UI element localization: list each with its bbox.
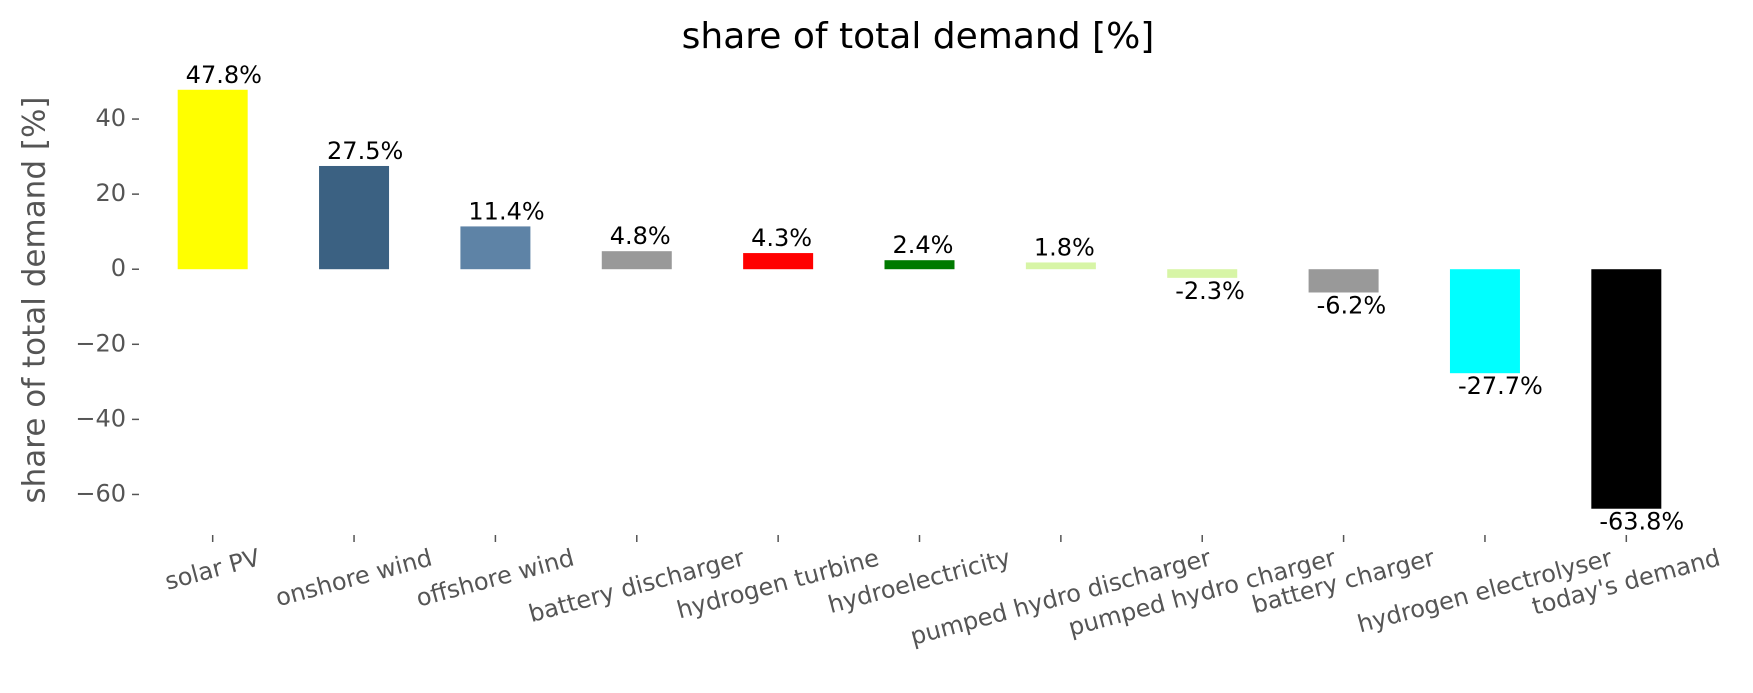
- bar: [1591, 269, 1662, 509]
- y-tick-label: 20: [95, 179, 126, 207]
- bar: [1025, 262, 1096, 270]
- bar: [601, 251, 672, 270]
- bar: [1449, 269, 1520, 374]
- bar: [460, 226, 531, 270]
- value-label: 27.5%: [327, 137, 403, 165]
- value-label: -6.2%: [1317, 291, 1387, 319]
- value-label: -27.7%: [1458, 372, 1543, 400]
- value-label: 11.4%: [468, 197, 544, 225]
- y-tick-label: 0: [111, 254, 126, 282]
- y-axis-label: share of total demand [%]: [17, 96, 53, 503]
- value-label: 2.4%: [893, 231, 954, 259]
- y-tick-label: −40: [75, 404, 126, 432]
- bar: [884, 260, 955, 270]
- x-tick-label: solar PV: [162, 543, 263, 595]
- y-tick-label: 40: [95, 104, 126, 132]
- value-label: 4.3%: [751, 224, 812, 252]
- y-tick-label: −20: [75, 329, 126, 357]
- x-tick-label: onshore wind: [273, 544, 436, 613]
- value-label: 47.8%: [186, 61, 262, 89]
- bar: [1167, 269, 1238, 278]
- value-label: 4.8%: [610, 222, 671, 250]
- value-label: -63.8%: [1599, 508, 1684, 536]
- bar: [743, 253, 814, 270]
- value-label: 1.8%: [1034, 233, 1095, 261]
- chart-title: share of total demand [%]: [682, 16, 1155, 57]
- y-tick-label: −60: [75, 479, 126, 507]
- bar: [177, 89, 248, 270]
- bar: [1308, 269, 1379, 293]
- bar: [319, 165, 390, 270]
- value-label: -2.3%: [1175, 277, 1245, 305]
